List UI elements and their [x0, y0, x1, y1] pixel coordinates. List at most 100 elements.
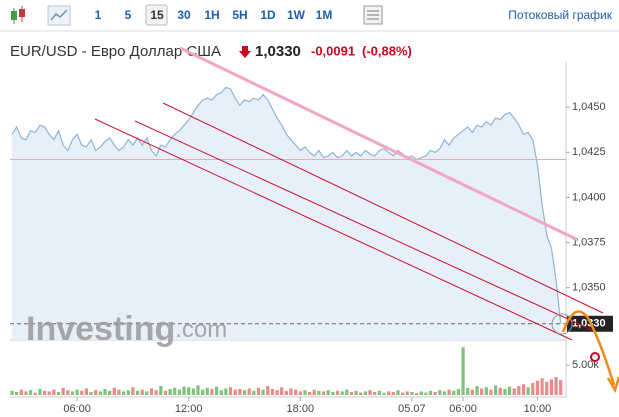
volume-bar [163, 390, 168, 395]
active-interval-box [145, 4, 168, 26]
volume-bar [47, 391, 51, 395]
streaming-link[interactable]: Потоковый график [508, 8, 612, 22]
grid-icon[interactable] [363, 5, 383, 25]
watermark: Investing.com [26, 310, 227, 348]
y-tick-label: 1,0425 [572, 146, 606, 158]
volume-bar [461, 347, 465, 395]
y-tick-label: 1,0375 [572, 236, 606, 248]
volume-bar [242, 390, 247, 395]
volume-bar [521, 384, 526, 395]
volume-bar [173, 387, 177, 395]
instrument-title: EUR/USD - Евро Доллар США [10, 43, 221, 60]
volume-bar [428, 390, 433, 395]
y-tick-label: 1,0350 [572, 282, 606, 294]
interval-button[interactable]: 1H [204, 8, 219, 22]
volume-bar [261, 389, 265, 395]
volume-bar [321, 391, 326, 395]
interval-button[interactable]: 5H [232, 8, 247, 22]
volume-bar [196, 385, 200, 395]
volume-bar [377, 390, 381, 395]
volume-bar [140, 389, 144, 395]
price-area [12, 87, 561, 340]
volume-bar [410, 392, 414, 395]
last-price: 1,0330 [255, 43, 301, 60]
volume-bar [201, 389, 205, 395]
interval-button[interactable]: 1 [95, 8, 102, 22]
volume-bar [135, 390, 140, 395]
volume-bar [270, 389, 274, 395]
volume-bar [489, 389, 493, 395]
volume-bar [29, 390, 33, 395]
volume-bar [484, 387, 488, 395]
volume-bar [10, 390, 14, 395]
interval-button[interactable]: 1D [260, 8, 276, 22]
volume-bar [66, 390, 70, 395]
volume-bar [503, 389, 507, 395]
volume-bar [103, 389, 107, 395]
volume-bar [98, 391, 102, 395]
volume-bar [112, 387, 116, 395]
volume-bar [122, 391, 126, 395]
volume-bar [219, 390, 223, 395]
price-line [11, 86, 562, 324]
volume-bar [494, 385, 498, 395]
volume-bar [38, 389, 42, 395]
volume-bar [419, 391, 423, 395]
volume-bar [252, 390, 256, 395]
volume-bar [517, 386, 521, 395]
candle-icon[interactable] [11, 6, 25, 24]
volume-bar [149, 388, 154, 395]
volume-bar [475, 386, 479, 395]
x-tick-label: 18:00 [287, 403, 315, 415]
volume-bar [331, 392, 335, 395]
volume-bar [191, 388, 195, 395]
volume-bar [452, 390, 456, 395]
volume-bar [84, 388, 88, 395]
volume-bar [61, 387, 65, 395]
volume-bar [182, 386, 186, 395]
volume-bar [177, 389, 181, 395]
volume-bar [275, 390, 279, 395]
interval-button[interactable]: 1W [287, 8, 306, 22]
interval-button[interactable]: 30 [177, 8, 191, 22]
volume-bar [210, 389, 214, 395]
volume-bar [159, 386, 163, 395]
interval-button[interactable]: 5 [125, 8, 132, 22]
volume-bar [56, 392, 61, 395]
volume-bar [308, 392, 312, 395]
volume-bar [540, 378, 544, 395]
watermark-brand: Investing [26, 310, 175, 348]
volume-bar [266, 386, 270, 395]
volume-tick-label: 5.00k [572, 359, 599, 371]
volume-bar [317, 390, 321, 395]
y-tick-label: 1,0400 [572, 191, 606, 203]
plot: 1,0450 1,0425 1,0400 1,0375 1,0350 1,0330 5.00… [10, 62, 613, 415]
volume-bar [33, 392, 37, 395]
volume-bar [42, 390, 47, 395]
price-change: -0,0091 [311, 43, 355, 58]
down-arrow [239, 46, 251, 58]
volume-bar [424, 392, 428, 395]
volume-bar [349, 392, 354, 395]
interval-button[interactable]: 15 [150, 8, 164, 22]
orange-arrow [561, 310, 616, 386]
point-circle [551, 313, 573, 335]
red-channel-line [134, 120, 593, 331]
volume-bar [89, 392, 93, 395]
volume-bar [303, 390, 307, 395]
interval-button[interactable]: 1M [316, 8, 333, 22]
volume-bar [256, 387, 261, 395]
volume-bar [94, 390, 98, 395]
volume-bar [391, 392, 395, 395]
area-icon[interactable] [47, 5, 71, 26]
volume-bar [535, 380, 540, 395]
x-tick-label: 06:00 [63, 403, 91, 415]
volume-bar [284, 390, 288, 395]
volume-bar [108, 390, 112, 395]
volume-bar [335, 390, 340, 395]
volume-bar [512, 388, 516, 395]
x-tick-label: 12:00 [175, 403, 203, 415]
volume-bar [382, 392, 386, 395]
volume-bar [433, 392, 437, 395]
volume-bar [168, 389, 172, 395]
